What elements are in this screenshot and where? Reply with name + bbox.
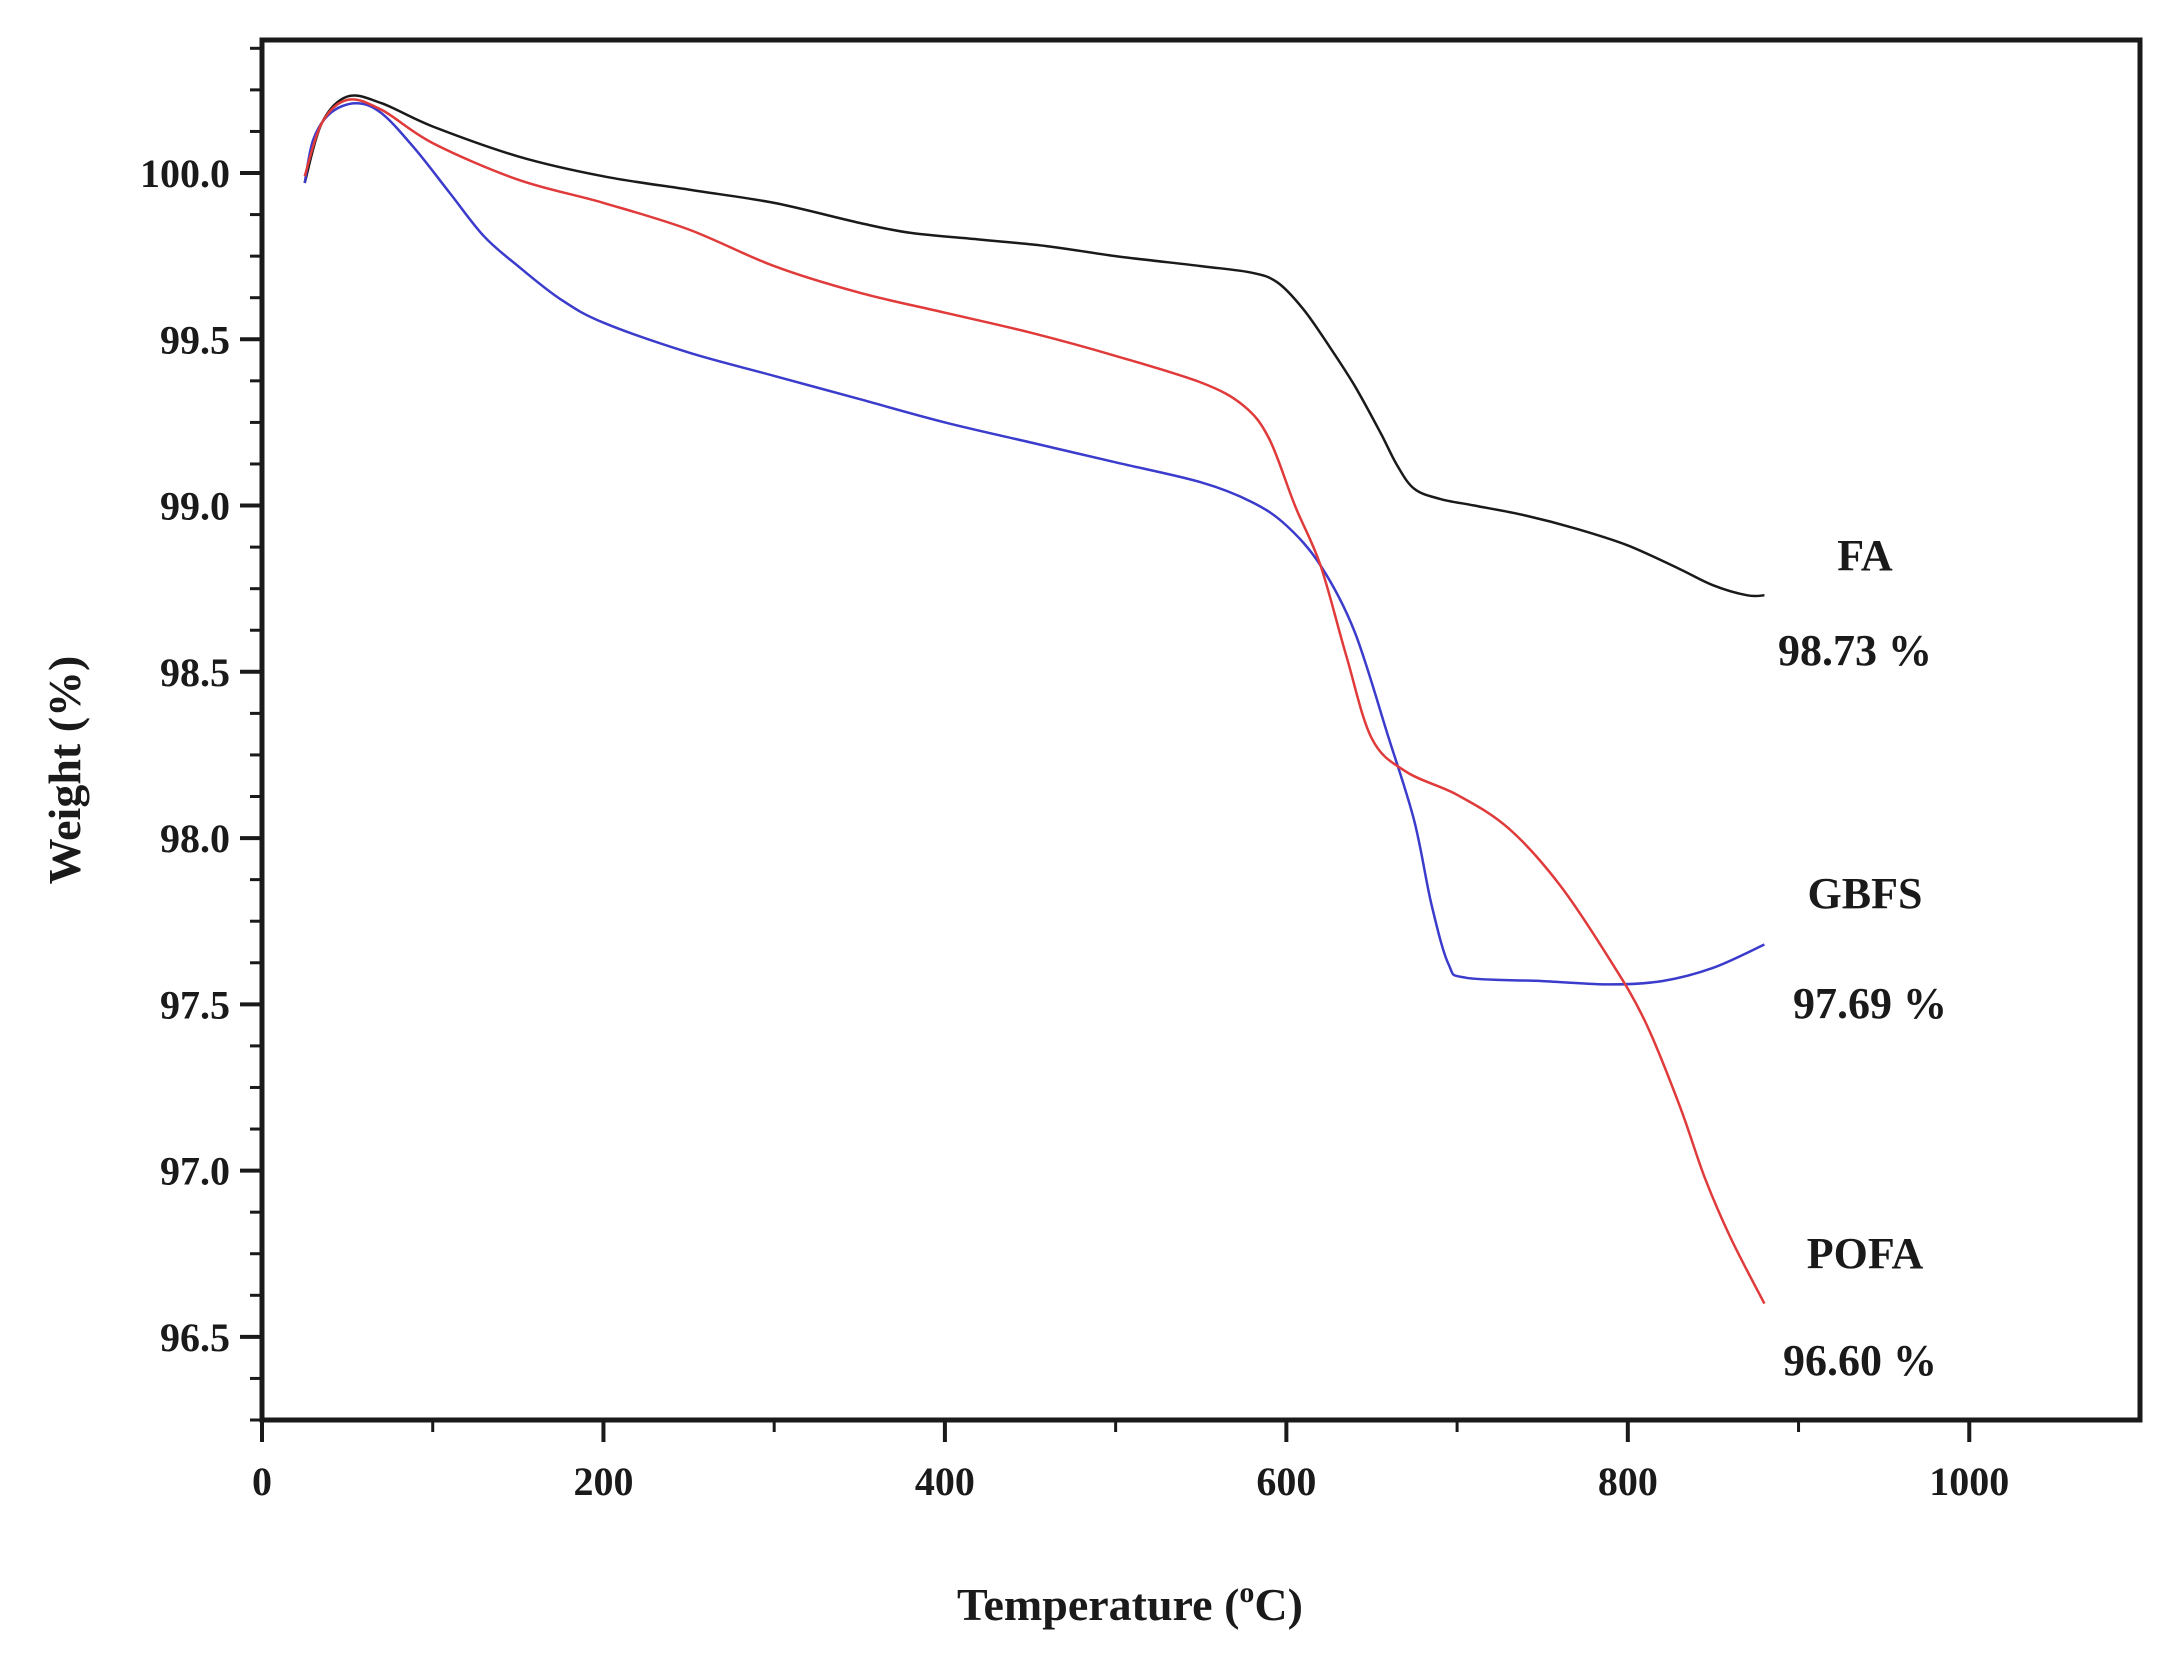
x-axis-title-text: Temperature: [957, 1579, 1213, 1630]
x-tick-label: 1000: [1929, 1459, 2009, 1504]
series-end-value-gbfs: 97.69 %: [1793, 979, 1947, 1028]
y-tick-label: 96.5: [160, 1315, 230, 1360]
plot-frame: [259, 37, 2143, 1423]
ticks-layer: 0 200 400 600 800 1000 96.5 97.0 97.5 98.0 98.5 99.…: [140, 46, 2009, 1504]
y-tick-label: 99.5: [160, 317, 230, 362]
labels-layer: FA 98.73 % GBFS 97.69 % POFA 96.60 %: [1778, 531, 1947, 1385]
x-axis-title-degree-sup: o: [1239, 1576, 1254, 1609]
x-axis-title-unit: C: [1254, 1579, 1287, 1630]
x-tick-label: 600: [1256, 1459, 1316, 1504]
y-tick-label: 100.0: [140, 151, 230, 196]
series-line-pofa: [303, 98, 1766, 1305]
x-axis-title-paren-open: (: [1213, 1579, 1240, 1630]
y-tick-label: 97.0: [160, 1149, 230, 1194]
series-end-value-pofa: 96.60 %: [1783, 1336, 1937, 1385]
series-line-gbfs: [303, 101, 1765, 986]
y-tick-label: 98.0: [160, 816, 230, 861]
series-label-pofa: POFA: [1807, 1229, 1924, 1278]
series-label-gbfs: GBFS: [1808, 869, 1923, 918]
x-axis-title: Temperature (oC): [957, 1576, 1303, 1630]
y-axis-title: Weight (%): [39, 656, 90, 885]
x-tick-label: 800: [1598, 1459, 1658, 1504]
series-line-fa: [303, 94, 1765, 598]
y-tick-label: 97.5: [160, 982, 230, 1027]
x-tick-label: 200: [573, 1459, 633, 1504]
series-end-value-fa: 98.73 %: [1778, 626, 1932, 675]
x-tick-label: 400: [915, 1459, 975, 1504]
y-tick-label: 98.5: [160, 650, 230, 695]
series-label-fa: FA: [1837, 531, 1893, 580]
series-layer: [303, 94, 1766, 1305]
y-tick-label: 99.0: [160, 484, 230, 529]
x-tick-label: 0: [252, 1459, 272, 1504]
x-axis-title-paren-close: ): [1288, 1579, 1303, 1630]
